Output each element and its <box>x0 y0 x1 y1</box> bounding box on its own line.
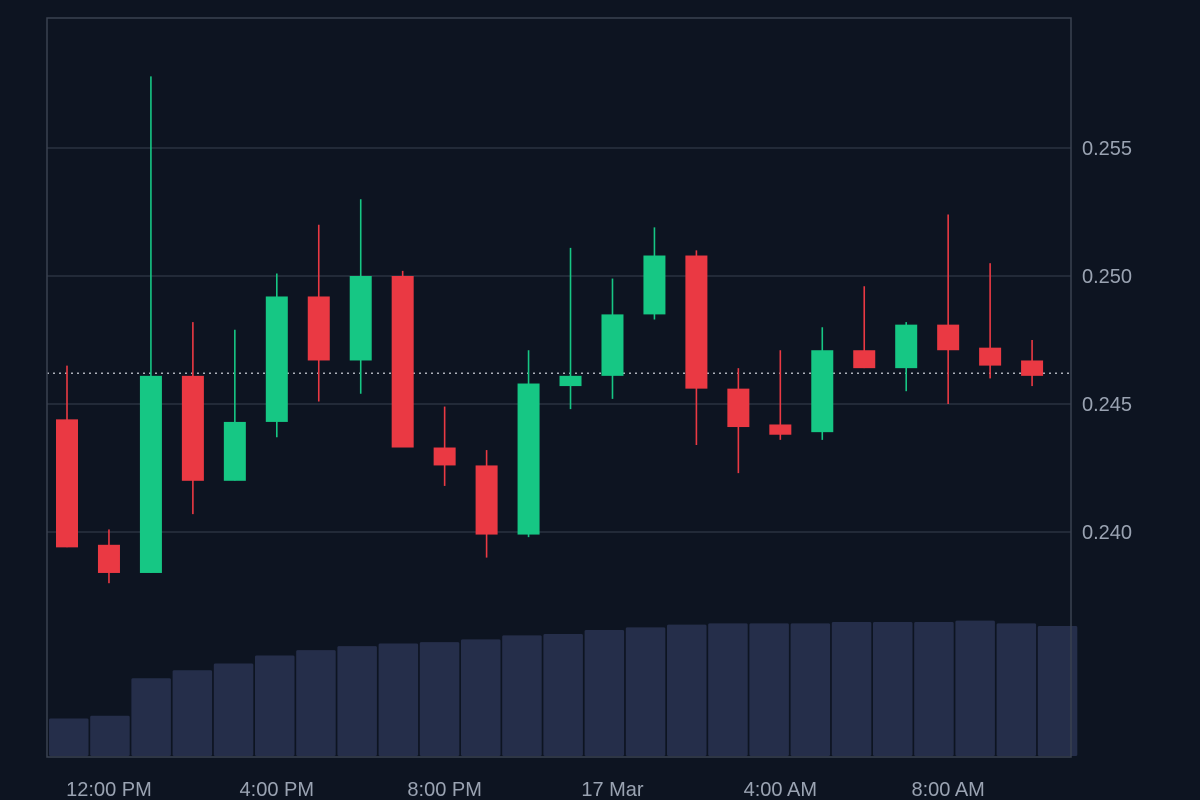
y-tick-label: 0.245 <box>1082 394 1132 416</box>
volume-bar <box>955 620 995 756</box>
candle[interactable] <box>433 406 456 486</box>
volume-bar <box>131 678 171 756</box>
volume-bar <box>172 670 213 756</box>
volume-bar <box>255 655 295 756</box>
x-axis-labels: 12:00 PM 4:00 PM 8:00 PM 17 Mar 4:00 AM 8:00 … <box>66 779 985 800</box>
x-tick-label: 17 Mar <box>581 779 644 800</box>
candle-body <box>811 350 834 433</box>
candle[interactable] <box>727 368 750 474</box>
candle-body <box>181 375 204 481</box>
volume-bar <box>296 650 336 756</box>
candle-body <box>517 383 540 535</box>
volume-bar <box>625 627 666 756</box>
candle-body <box>1021 360 1044 376</box>
candle-body <box>349 276 372 361</box>
candle-body <box>223 421 246 481</box>
volume-bar <box>378 643 419 756</box>
candle-body <box>56 419 78 548</box>
candle[interactable] <box>349 199 372 394</box>
y-tick-label: 0.240 <box>1082 522 1132 544</box>
candle-body <box>685 255 708 389</box>
candle-body <box>139 375 162 573</box>
candle[interactable] <box>223 329 246 481</box>
candle[interactable] <box>769 350 792 440</box>
candle-body <box>559 375 582 387</box>
candle[interactable] <box>97 529 120 584</box>
volume-bar <box>914 622 954 756</box>
candle[interactable] <box>517 350 540 538</box>
plot-frame <box>46 17 1072 758</box>
candle-body <box>853 350 876 369</box>
x-tick-label: 8:00 PM <box>407 779 481 800</box>
candle[interactable] <box>307 224 330 402</box>
volume-bar <box>749 623 789 756</box>
volume-bar <box>213 663 254 756</box>
candle[interactable] <box>559 247 582 410</box>
volume-bar <box>90 715 130 756</box>
candle[interactable] <box>811 327 834 440</box>
candle[interactable] <box>979 263 1002 379</box>
candle[interactable] <box>139 76 162 573</box>
volume-bar <box>543 634 583 756</box>
volume-bar <box>667 624 707 756</box>
x-tick-label: 8:00 AM <box>911 779 984 800</box>
candle-body <box>601 314 624 376</box>
volume-bar <box>708 623 748 756</box>
candle-body <box>769 424 792 435</box>
candle-body <box>895 324 918 369</box>
volume-bar <box>584 630 625 756</box>
volume-bar <box>873 622 913 756</box>
candle[interactable] <box>601 278 624 399</box>
candle[interactable] <box>685 250 708 445</box>
candle-body <box>307 296 330 361</box>
x-tick-label: 12:00 PM <box>66 779 152 800</box>
candle[interactable] <box>853 286 876 369</box>
candle-body <box>433 447 456 466</box>
candle-body <box>97 544 120 573</box>
candle-body <box>937 324 960 351</box>
volume-bar <box>49 718 89 756</box>
volume-bar <box>831 622 872 756</box>
candle-body <box>643 255 666 315</box>
candle[interactable] <box>643 227 666 320</box>
volume-bar <box>996 623 1037 756</box>
candle[interactable] <box>181 322 204 515</box>
candle-body <box>391 276 414 448</box>
candle[interactable] <box>56 365 78 548</box>
x-tick-label: 4:00 AM <box>744 779 817 800</box>
candle[interactable] <box>937 214 960 404</box>
y-axis-labels: 0.240 0.245 0.250 0.255 <box>1082 138 1132 544</box>
candle-body <box>475 465 498 535</box>
volume-bars <box>49 620 1078 756</box>
volume-bar <box>790 623 831 756</box>
candle-body <box>727 388 750 428</box>
volume-bar <box>1037 626 1078 756</box>
candle[interactable] <box>265 273 288 438</box>
candle[interactable] <box>475 450 498 558</box>
volume-bar <box>502 635 542 756</box>
candles <box>56 76 1044 584</box>
y-tick-label: 0.255 <box>1082 138 1132 160</box>
volume-bar <box>337 646 377 756</box>
candle[interactable] <box>1021 340 1044 387</box>
candle[interactable] <box>391 270 414 448</box>
candle[interactable] <box>895 322 918 392</box>
y-tick-label: 0.250 <box>1082 266 1132 288</box>
candle-body <box>265 296 288 422</box>
volume-bar <box>461 639 501 756</box>
candle-body <box>979 347 1002 366</box>
grid-lines <box>47 147 1071 533</box>
volume-bar <box>419 642 460 756</box>
x-tick-label: 4:00 PM <box>240 779 314 800</box>
